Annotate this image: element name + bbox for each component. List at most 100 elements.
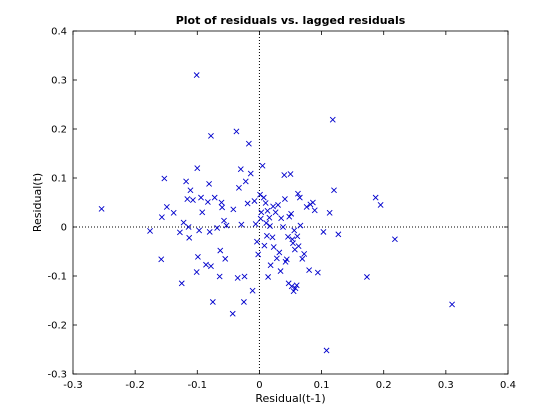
data-point — [311, 207, 318, 214]
data-point — [223, 222, 230, 229]
data-point — [193, 72, 200, 79]
data-point — [276, 249, 283, 256]
data-point — [186, 234, 193, 241]
data-point — [158, 256, 165, 263]
data-point — [280, 224, 286, 230]
x-tick-label: 0.4 — [500, 380, 516, 391]
data-point — [178, 280, 185, 287]
y-tick-label: 0.2 — [51, 125, 67, 136]
data-point — [180, 219, 187, 226]
data-point — [170, 209, 177, 216]
x-tick-label: -0.2 — [125, 380, 145, 391]
data-point — [285, 233, 291, 240]
data-point — [176, 229, 183, 236]
data-point — [194, 253, 201, 260]
data-point — [147, 228, 153, 234]
data-point — [293, 282, 300, 289]
data-point — [297, 222, 304, 229]
data-point — [252, 221, 259, 227]
data-point — [281, 196, 288, 202]
data-point — [204, 199, 211, 205]
data-point — [217, 247, 224, 254]
data-point — [230, 206, 237, 213]
data-point — [234, 275, 241, 281]
data-point — [247, 170, 254, 177]
data-point — [194, 165, 201, 172]
data-point — [218, 199, 225, 206]
data-point — [193, 269, 200, 275]
data-point — [320, 228, 327, 235]
data-point — [240, 299, 247, 305]
data-point — [263, 220, 270, 226]
data-point — [291, 227, 298, 234]
data-point — [222, 255, 229, 262]
y-tick-label: 0.1 — [51, 174, 67, 185]
chart-title: Plot of residuals vs. lagged residuals — [176, 14, 406, 27]
zero-reference-lines — [73, 31, 508, 374]
x-tick-label: 0.3 — [438, 380, 454, 391]
plot-area — [73, 31, 508, 374]
data-point — [190, 197, 196, 203]
data-point — [295, 243, 302, 250]
data-point — [295, 190, 301, 197]
x-axis-ticks: -0.3 -0.2 -0.1 0 0.1 0.2 0.3 0.4 — [63, 31, 516, 391]
data-point — [206, 228, 213, 235]
data-point — [161, 175, 168, 182]
data-point — [208, 132, 214, 139]
data-point — [187, 187, 194, 194]
data-point — [244, 200, 251, 207]
data-point — [272, 209, 279, 216]
data-point — [261, 242, 268, 249]
data-point — [216, 273, 223, 280]
data-point — [286, 213, 293, 220]
data-point — [281, 172, 288, 178]
data-point — [299, 255, 306, 262]
data-point — [233, 128, 240, 135]
y-axis-ticks: -0.3 -0.2 -0.1 0 0.1 0.2 0.3 0.4 — [47, 27, 508, 381]
data-point — [269, 234, 276, 241]
data-point — [163, 203, 170, 210]
data-point — [237, 166, 244, 173]
data-point — [245, 140, 252, 147]
data-point — [259, 162, 266, 169]
data-point — [335, 231, 342, 238]
data-point — [241, 273, 248, 280]
data-point — [229, 310, 236, 317]
data-point — [264, 207, 271, 214]
data-point — [255, 251, 262, 258]
data-point — [257, 215, 264, 222]
data-point — [185, 224, 192, 230]
x-axis-label: Residual(t-1) — [255, 392, 325, 405]
data-point — [270, 244, 277, 251]
data-point — [184, 196, 191, 202]
y-tick-label: -0.1 — [47, 272, 67, 283]
data-point — [263, 232, 270, 239]
data-point — [270, 203, 277, 210]
data-point — [258, 209, 265, 216]
data-point — [377, 202, 384, 208]
data-point — [288, 210, 295, 217]
data-point — [203, 261, 209, 268]
data-point — [183, 178, 190, 185]
y-axis-label: Residual(t) — [31, 173, 44, 232]
data-point — [238, 221, 245, 228]
x-tick-label: 0.2 — [376, 380, 392, 391]
data-point — [331, 187, 337, 194]
y-tick-label: 0 — [61, 223, 67, 234]
data-point — [267, 223, 273, 229]
data-point — [198, 194, 204, 201]
data-point — [290, 288, 297, 295]
data-point — [260, 194, 267, 201]
data-point — [287, 171, 294, 177]
data-point — [262, 200, 269, 206]
data-point — [283, 256, 290, 263]
data-point — [449, 301, 455, 308]
data-point — [372, 194, 379, 201]
data-point — [326, 209, 333, 216]
data-point — [158, 214, 165, 221]
data-point — [391, 236, 398, 243]
data-point — [267, 262, 274, 269]
data-point — [199, 209, 206, 216]
data-point — [211, 194, 218, 201]
